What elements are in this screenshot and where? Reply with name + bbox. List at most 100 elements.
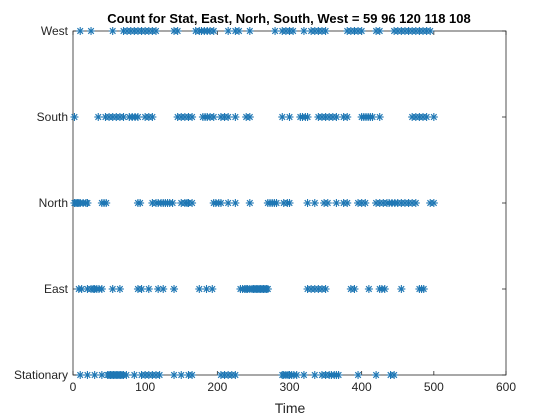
point-north bbox=[168, 199, 177, 207]
data-points bbox=[70, 27, 438, 379]
point-south bbox=[375, 113, 384, 121]
x-tick-label-200: 200 bbox=[207, 380, 227, 394]
point-west bbox=[289, 27, 298, 35]
point-south bbox=[422, 113, 431, 121]
point-south bbox=[332, 113, 341, 121]
point-east bbox=[115, 285, 124, 293]
y-tick-label-east: East bbox=[44, 282, 69, 296]
point-north bbox=[285, 199, 294, 207]
point-north bbox=[188, 199, 197, 207]
x-axis-label: Time bbox=[275, 400, 306, 416]
point-north bbox=[272, 199, 281, 207]
point-west bbox=[357, 27, 366, 35]
point-north bbox=[303, 199, 312, 207]
x-tick-label-400: 400 bbox=[352, 380, 372, 394]
point-east bbox=[364, 285, 373, 293]
point-stationary bbox=[299, 371, 308, 379]
point-north bbox=[224, 199, 233, 207]
point-east bbox=[380, 285, 389, 293]
point-stationary bbox=[90, 371, 99, 379]
x-tick-label-0: 0 bbox=[70, 380, 77, 394]
point-west bbox=[151, 27, 160, 35]
point-north bbox=[429, 199, 438, 207]
point-west bbox=[234, 27, 243, 35]
point-west bbox=[299, 27, 308, 35]
point-east bbox=[159, 285, 168, 293]
point-south bbox=[285, 113, 294, 121]
point-stationary bbox=[354, 371, 363, 379]
point-south bbox=[209, 113, 218, 121]
point-east bbox=[195, 285, 204, 293]
point-south bbox=[429, 113, 438, 121]
point-east bbox=[397, 285, 406, 293]
point-north bbox=[361, 199, 370, 207]
point-east bbox=[419, 285, 428, 293]
point-north bbox=[343, 199, 352, 207]
point-south bbox=[94, 113, 103, 121]
point-south bbox=[245, 113, 254, 121]
point-west bbox=[426, 27, 435, 35]
x-tick-label-300: 300 bbox=[279, 380, 299, 394]
point-stationary bbox=[390, 371, 399, 379]
x-tick-label-100: 100 bbox=[135, 380, 155, 394]
point-east bbox=[154, 285, 163, 293]
point-west bbox=[87, 27, 96, 35]
point-north bbox=[216, 199, 225, 207]
point-west bbox=[108, 27, 117, 35]
point-north bbox=[231, 199, 240, 207]
point-stationary bbox=[155, 371, 164, 379]
point-east bbox=[97, 285, 106, 293]
point-south bbox=[70, 113, 79, 121]
y-tick-label-stationary: Stationary bbox=[14, 368, 68, 382]
point-stationary bbox=[130, 371, 139, 379]
point-west bbox=[76, 27, 85, 35]
point-stationary bbox=[292, 371, 301, 379]
point-north bbox=[323, 199, 332, 207]
point-west bbox=[245, 27, 254, 35]
point-west bbox=[209, 27, 218, 35]
point-east bbox=[144, 285, 153, 293]
y-tick-label-north: North bbox=[39, 196, 68, 210]
x-tick-label-500: 500 bbox=[424, 380, 444, 394]
point-south bbox=[224, 113, 233, 121]
point-stationary bbox=[310, 371, 319, 379]
y-tick-label-west: West bbox=[41, 24, 69, 38]
point-stationary bbox=[76, 371, 85, 379]
point-east bbox=[108, 285, 117, 293]
point-west bbox=[224, 27, 233, 35]
point-south bbox=[303, 113, 312, 121]
x-axis: 0 100 200 300 400 500 600 bbox=[70, 31, 516, 394]
point-south bbox=[231, 113, 240, 121]
point-west bbox=[271, 27, 280, 35]
point-stationary bbox=[334, 371, 343, 379]
point-stationary bbox=[170, 371, 179, 379]
y-tick-label-south: South bbox=[37, 110, 68, 124]
point-stationary bbox=[372, 371, 381, 379]
point-stationary bbox=[177, 371, 186, 379]
point-north bbox=[332, 199, 341, 207]
point-west bbox=[321, 27, 330, 35]
point-south bbox=[368, 113, 377, 121]
point-north bbox=[411, 199, 420, 207]
point-stationary bbox=[188, 371, 197, 379]
point-north bbox=[136, 199, 145, 207]
x-tick-label-600: 600 bbox=[496, 380, 516, 394]
point-east bbox=[321, 285, 330, 293]
point-west bbox=[375, 27, 384, 35]
point-north bbox=[310, 199, 319, 207]
point-north bbox=[102, 199, 111, 207]
point-stationary bbox=[122, 371, 131, 379]
point-stationary bbox=[231, 371, 240, 379]
point-south bbox=[188, 113, 197, 121]
point-south bbox=[148, 113, 157, 121]
point-stationary bbox=[83, 371, 92, 379]
point-east bbox=[208, 285, 217, 293]
point-east bbox=[263, 285, 272, 293]
point-south bbox=[278, 113, 287, 121]
chart-title: Count for Stat, East, Norh, South, West … bbox=[107, 11, 471, 26]
point-east bbox=[137, 285, 146, 293]
point-north bbox=[83, 199, 92, 207]
point-south bbox=[133, 113, 142, 121]
point-north bbox=[245, 199, 254, 207]
